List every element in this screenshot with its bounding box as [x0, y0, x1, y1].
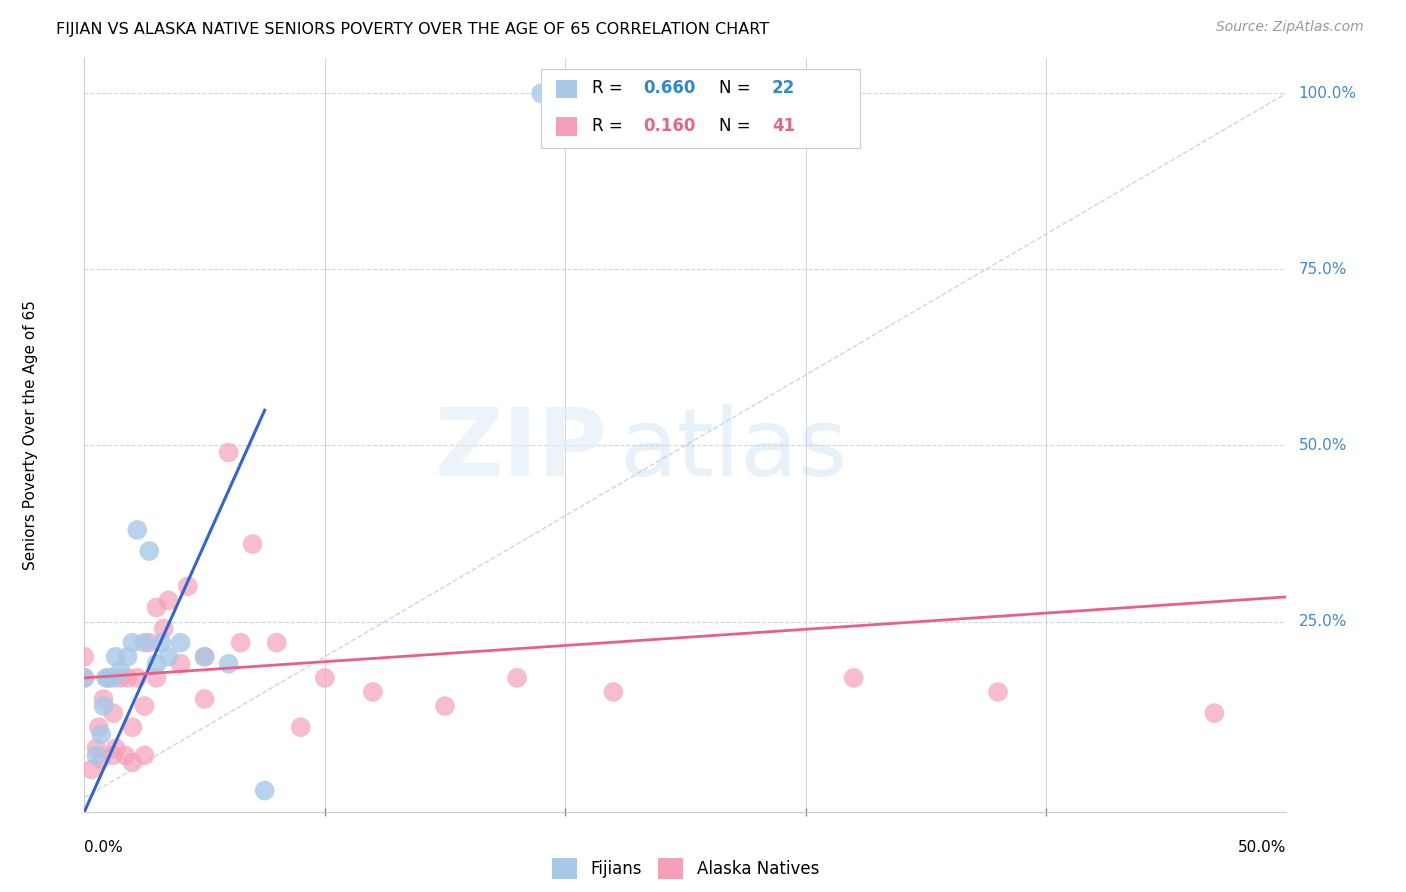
Point	[90, 727, 112, 741]
Legend: Fijians, Alaska Natives: Fijians, Alaska Natives	[551, 858, 820, 879]
Point	[987, 685, 1010, 699]
Point	[73, 649, 96, 664]
Point	[110, 671, 132, 685]
Point	[145, 600, 167, 615]
Point	[114, 748, 136, 763]
Point	[86, 748, 108, 763]
Point	[218, 657, 240, 671]
Text: N =: N =	[718, 79, 756, 97]
FancyBboxPatch shape	[555, 79, 578, 98]
Point	[177, 579, 200, 593]
Point	[157, 649, 180, 664]
Point	[506, 671, 529, 685]
Point	[104, 649, 127, 664]
Point	[93, 699, 115, 714]
Point	[138, 635, 160, 649]
Point	[121, 635, 143, 649]
Point	[602, 685, 624, 699]
Point	[103, 748, 125, 763]
Text: R =: R =	[592, 79, 627, 97]
Text: 0.0%: 0.0%	[84, 840, 124, 855]
Point	[104, 741, 127, 756]
Text: 100.0%: 100.0%	[1299, 86, 1357, 101]
Point	[134, 748, 156, 763]
Point	[145, 671, 167, 685]
Point	[194, 649, 217, 664]
Point	[150, 635, 173, 649]
Point	[121, 756, 143, 770]
Point	[73, 671, 96, 685]
Point	[361, 685, 384, 699]
Text: N =: N =	[718, 117, 756, 135]
Point	[218, 445, 240, 459]
Point	[103, 706, 125, 720]
Text: 75.0%: 75.0%	[1299, 262, 1347, 277]
FancyBboxPatch shape	[541, 70, 859, 148]
Point	[194, 692, 217, 706]
Point	[145, 657, 167, 671]
Point	[138, 544, 160, 558]
Point	[103, 671, 125, 685]
Point	[80, 763, 103, 777]
Point	[127, 523, 149, 537]
FancyBboxPatch shape	[555, 118, 578, 136]
Text: Source: ZipAtlas.com: Source: ZipAtlas.com	[1216, 20, 1364, 34]
Point	[86, 741, 108, 756]
Point	[110, 664, 132, 678]
Point	[152, 622, 174, 636]
Text: ZIP: ZIP	[434, 404, 607, 496]
Point	[530, 86, 553, 100]
Point	[87, 720, 110, 734]
Text: 25.0%: 25.0%	[1299, 614, 1347, 629]
Text: 22: 22	[772, 79, 796, 97]
Point	[169, 657, 191, 671]
Point	[229, 635, 252, 649]
Point	[117, 671, 139, 685]
Point	[127, 671, 149, 685]
Point	[169, 635, 191, 649]
Text: FIJIAN VS ALASKA NATIVE SENIORS POVERTY OVER THE AGE OF 65 CORRELATION CHART: FIJIAN VS ALASKA NATIVE SENIORS POVERTY …	[56, 22, 769, 37]
Text: 0.160: 0.160	[644, 117, 696, 135]
Point	[842, 671, 865, 685]
Text: atlas: atlas	[619, 404, 848, 496]
Point	[266, 635, 288, 649]
Text: 50.0%: 50.0%	[1239, 840, 1286, 855]
Point	[290, 720, 312, 734]
Point	[314, 671, 336, 685]
Point	[134, 699, 156, 714]
Point	[194, 649, 217, 664]
Point	[242, 537, 264, 551]
Point	[1204, 706, 1226, 720]
Point	[253, 783, 276, 797]
Text: Seniors Poverty Over the Age of 65: Seniors Poverty Over the Age of 65	[22, 300, 38, 570]
Point	[97, 671, 120, 685]
Text: 50.0%: 50.0%	[1299, 438, 1347, 453]
Point	[73, 671, 96, 685]
Point	[94, 671, 117, 685]
Text: 41: 41	[772, 117, 796, 135]
Point	[434, 699, 457, 714]
Point	[93, 692, 115, 706]
Point	[134, 635, 156, 649]
Text: 0.660: 0.660	[644, 79, 696, 97]
Point	[157, 593, 180, 607]
Text: R =: R =	[592, 117, 633, 135]
Point	[117, 649, 139, 664]
Point	[90, 752, 112, 766]
Point	[121, 720, 143, 734]
Point	[97, 671, 120, 685]
